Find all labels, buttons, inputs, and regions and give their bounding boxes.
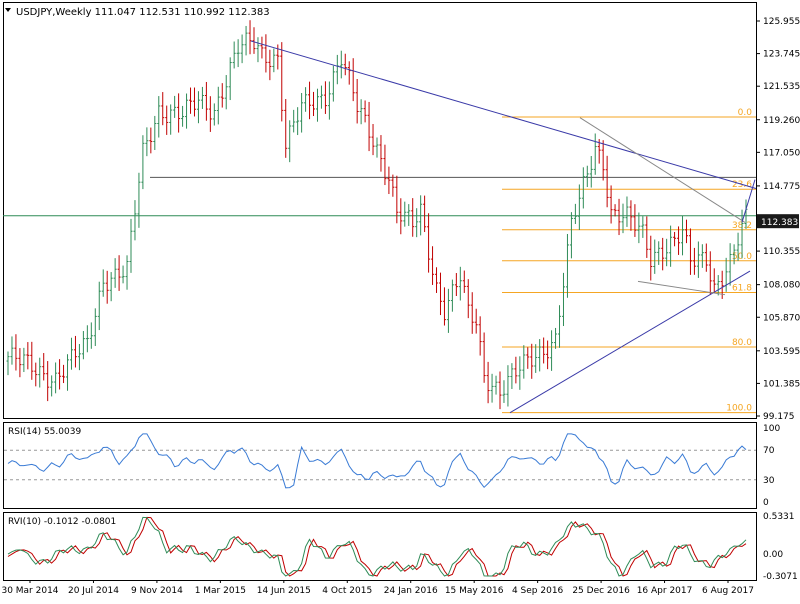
fib-level-label: 100.0 [726,404,752,414]
time-tick-label: 6 Aug 2017 [702,586,754,596]
price-tick-label: 121.535 [763,82,800,92]
price-tick-label: 108.080 [763,281,800,291]
time-tick-label: 4 Oct 2015 [322,586,372,596]
fib-level-label: 61.8 [732,283,752,293]
time-tick-label: 15 May 2016 [445,586,504,596]
rsi-tick-label: 100 [763,424,780,434]
channel-line-lower [637,280,726,296]
price-tick-label: 103.595 [763,347,800,357]
price-tick-label: 117.050 [763,148,800,158]
time-tick-label: 4 Sep 2016 [512,586,564,596]
time-tick-label: 9 Nov 2014 [131,586,183,596]
price-tick-label: 119.260 [763,116,800,126]
rsi-pane-frame [3,422,757,509]
price-tick-label: 99.175 [763,412,795,422]
rvi-tick-label: 0.00 [763,550,783,560]
rvi-pane-frame [3,512,757,581]
current-price-label: 112.383 [761,218,798,228]
price-tick-label: 123.745 [763,50,800,60]
rvi-main-line [7,516,747,577]
time-tick-label: 25 Dec 2016 [572,586,630,596]
chart-title: USDJPY,Weekly 111.047 112.531 110.992 11… [16,7,270,18]
time-tick-label: 14 Jun 2015 [257,586,311,596]
rvi-tick-label: 0.5331 [763,512,795,522]
dropdown-triangle-icon [5,8,11,12]
price-tick-label: 125.955 [763,17,800,27]
price-tick-label: 110.355 [763,247,800,257]
rsi-tick-label: 0 [763,498,769,508]
rvi-label: RVI(10) -0.1012 -0.0801 [8,517,116,527]
rvi-tick-label: -0.3071 [763,572,798,582]
fib-level-label: 80.0 [732,338,752,348]
time-tick-label: 1 Mar 2015 [195,586,246,596]
time-tick-label: 30 Mar 2014 [1,586,58,596]
time-tick-label: 16 Apr 2017 [637,586,693,596]
fib-level-label: 23.6 [732,180,752,190]
rsi-line [7,433,747,489]
rvi-signal-line [7,516,747,577]
fib-level-label: 0.0 [738,108,753,118]
price-tick-label: 105.870 [763,313,800,323]
current-price-box [757,214,799,229]
time-tick-label: 24 Jan 2016 [384,586,438,596]
channel-line-upper [579,117,746,223]
price-pane-frame [3,2,757,419]
price-tick-label: 101.385 [763,379,800,389]
time-tick-label: 20 Jul 2014 [68,586,119,596]
rsi-tick-label: 70 [763,446,775,456]
rsi-label: RSI(14) 55.0039 [8,427,81,437]
rsi-tick-label: 30 [763,476,775,486]
downtrend-line [250,40,757,189]
price-tick-label: 114.775 [763,182,800,192]
uptrend-line [509,270,751,414]
projection-line [741,179,756,223]
